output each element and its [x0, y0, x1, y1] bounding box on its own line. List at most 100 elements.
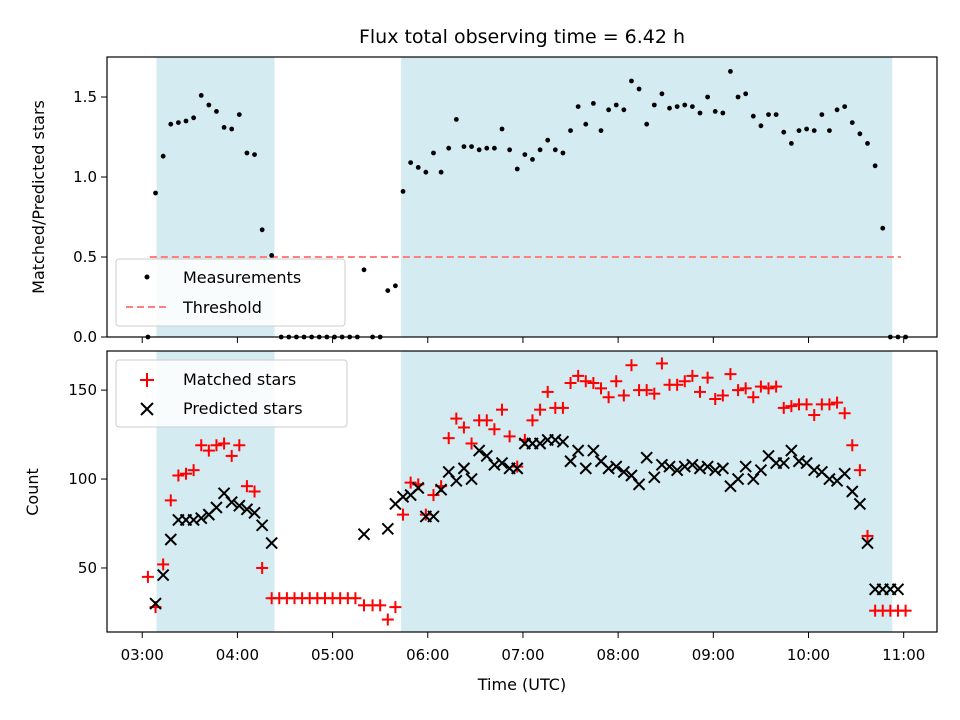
predicted-star-point: [396, 490, 410, 504]
measurement-point: [575, 104, 581, 109]
matched-star-point: [785, 400, 798, 413]
predicted-star-point: [731, 472, 745, 486]
measurement-point: [153, 190, 158, 196]
measurement-point: [160, 153, 166, 159]
measurement-point: [191, 115, 197, 121]
predicted-star-point: [564, 455, 577, 468]
measurement-point: [651, 102, 657, 108]
predicted-star-point: [648, 471, 661, 484]
top-legend-box: [115, 258, 346, 327]
matched-star-point: [572, 369, 585, 382]
measurement-point: [491, 145, 497, 151]
bottom-shaded-interval-1: [401, 351, 893, 632]
measurement-point: [206, 102, 212, 108]
measurement-point: [819, 112, 825, 117]
measurement-point: [667, 105, 672, 111]
matched-star-point: [233, 439, 246, 452]
top-shaded-interval-1: [401, 57, 893, 337]
measurement-point: [682, 102, 688, 108]
matched-star-point: [187, 464, 200, 477]
matched-star-point: [861, 529, 874, 542]
measurement-point: [766, 112, 771, 117]
measurement-point: [221, 125, 227, 130]
measurement-point: [827, 128, 832, 134]
measurement-point: [514, 166, 520, 172]
top-plot-frame: [106, 56, 938, 338]
matched-star-point: [381, 613, 394, 626]
predicted-star-point: [549, 433, 562, 447]
legend-label-threshold: Threshold: [182, 298, 262, 317]
predicted-star-point: [265, 536, 278, 550]
measurement-point: [606, 107, 612, 113]
matched-star-point: [488, 423, 501, 436]
predicted-star-point: [617, 465, 631, 479]
predicted-star-point: [187, 513, 200, 527]
predicted-star-point: [465, 472, 478, 486]
measurement-point: [842, 104, 848, 109]
predicted-star-point: [511, 462, 524, 475]
measurement-point: [269, 253, 275, 258]
measurement-point: [697, 110, 703, 116]
predicted-star-point: [808, 463, 821, 477]
matched-star-point: [180, 467, 193, 480]
y-tick-label: 0.5: [73, 248, 97, 266]
matched-star-point: [709, 393, 722, 406]
matched-star-point: [602, 391, 615, 404]
measurement-point: [461, 144, 467, 150]
measurement-point: [446, 145, 452, 151]
matched-star-point: [172, 469, 185, 482]
matched-star-point: [248, 485, 261, 498]
y-tick-label: 1.5: [73, 88, 97, 106]
measurement-point: [438, 169, 444, 175]
x-tick-label: 11:00: [882, 646, 925, 664]
measurement-point: [750, 113, 756, 119]
measurement-point: [183, 118, 189, 124]
measurement-point: [712, 109, 718, 114]
matched-star-point: [210, 439, 223, 452]
y-tick-label: 1.0: [73, 168, 97, 186]
matched-star-point: [625, 359, 638, 372]
measurement-point: [659, 91, 665, 97]
matched-star-point: [579, 375, 592, 388]
predicted-star-point: [427, 510, 440, 523]
measurement-point: [393, 283, 398, 289]
measurement-point: [229, 126, 235, 132]
predicted-star-point: [716, 462, 730, 475]
x-tick-label: 04:00: [216, 646, 259, 664]
measurement-point: [583, 121, 589, 127]
matched-star-point: [617, 389, 630, 402]
predicted-star-point: [571, 444, 585, 457]
matched-star-point: [480, 414, 493, 427]
measurement-point: [168, 121, 174, 127]
matched-star-point: [747, 391, 760, 404]
measurement-point: [598, 128, 604, 134]
matched-star-point: [770, 380, 783, 393]
predicted-star-point: [381, 522, 394, 536]
measurement-point: [735, 94, 741, 100]
top-ylabel: Matched/Predicted stars: [29, 100, 48, 294]
predicted-star-point: [853, 497, 867, 511]
x-tick-label: 10:00: [787, 646, 830, 664]
matched-star-point: [777, 401, 790, 414]
matched-star-point: [640, 384, 653, 397]
measurement-point: [259, 227, 265, 233]
matched-star-point: [534, 403, 547, 416]
matched-star-point: [671, 378, 684, 391]
matched-star-point: [564, 377, 577, 390]
x-axis-label: Time (UTC): [477, 675, 566, 694]
matched-star-point: [157, 558, 170, 571]
matched-star-point: [701, 371, 714, 384]
predicted-star-point: [357, 527, 371, 541]
legend-label-measurements: Measurements: [183, 268, 301, 287]
measurement-point: [636, 86, 642, 92]
matched-star-point: [610, 375, 623, 388]
measurement-point: [796, 128, 802, 134]
y-tick-label: 50: [78, 559, 97, 577]
measurement-point: [644, 121, 650, 127]
y-tick-label: 0.0: [73, 328, 97, 346]
measurement-point: [476, 147, 482, 153]
matched-star-point: [164, 494, 177, 507]
measurement-point: [621, 107, 627, 113]
matched-star-point: [218, 437, 231, 450]
predicted-star-point: [255, 519, 269, 532]
